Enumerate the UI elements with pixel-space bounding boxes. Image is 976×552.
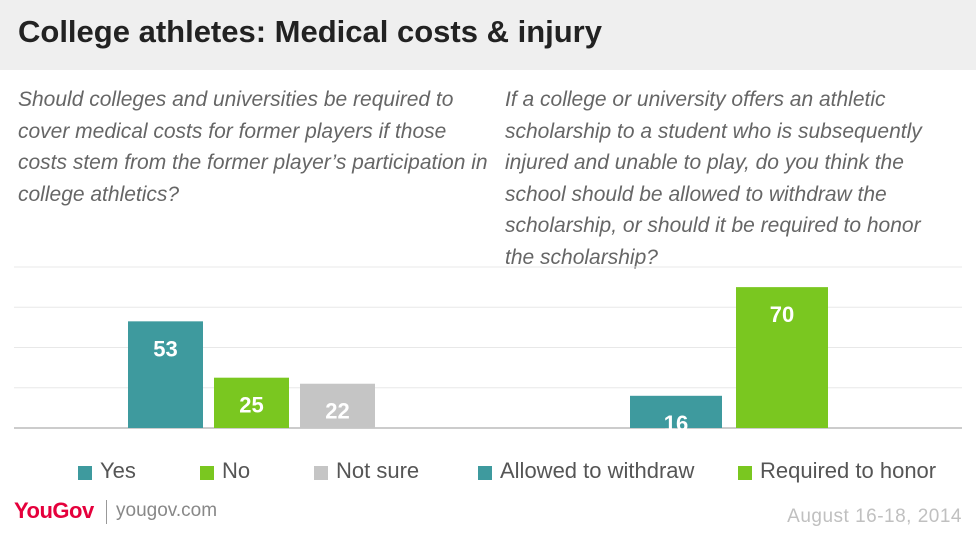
survey-date: August 16-18, 2014 <box>787 506 962 527</box>
data-label-required-to-honor: 70 <box>770 302 794 327</box>
data-label-no: 25 <box>239 393 263 418</box>
question-left: Should colleges and universities be requ… <box>18 88 488 206</box>
legend-swatch-allowed-to-withdraw <box>478 466 492 480</box>
yougov-logo: YouGov <box>14 498 94 523</box>
bar-chart: 53 25 22 16 70 <box>14 266 962 435</box>
bar-required-to-honor <box>736 287 828 428</box>
legend-label-not-sure: Not sure <box>336 458 420 483</box>
data-label-allowed-to-withdraw: 16 <box>664 411 688 435</box>
legend-swatch-required-to-honor <box>738 466 752 480</box>
bar-allowed-to-withdraw <box>630 395 722 428</box>
question-right: If a college or university offers an ath… <box>505 88 922 269</box>
legend-label-no: No <box>222 458 251 483</box>
footer-divider <box>106 500 107 524</box>
legend-swatch-not-sure <box>314 466 328 480</box>
bar-no <box>214 377 289 428</box>
legend-swatch-yes <box>78 466 92 480</box>
site-link[interactable]: yougov.com <box>116 500 218 521</box>
legend-label-yes: Yes <box>100 458 136 483</box>
header-band: College athletes: Medical costs & injury <box>0 0 976 70</box>
data-label-not-sure: 22 <box>325 399 349 424</box>
chart-title: College athletes: Medical costs & injury <box>18 14 602 49</box>
legend-label-required-to-honor: Required to honor <box>760 458 937 483</box>
bars: 53 25 22 16 70 <box>128 287 828 435</box>
legend-label-allowed-to-withdraw: Allowed to withdraw <box>500 458 695 483</box>
data-label-yes: 53 <box>153 336 177 361</box>
bar-yes <box>128 321 203 428</box>
legend-swatch-no <box>200 466 214 480</box>
bar-not-sure <box>300 383 375 428</box>
